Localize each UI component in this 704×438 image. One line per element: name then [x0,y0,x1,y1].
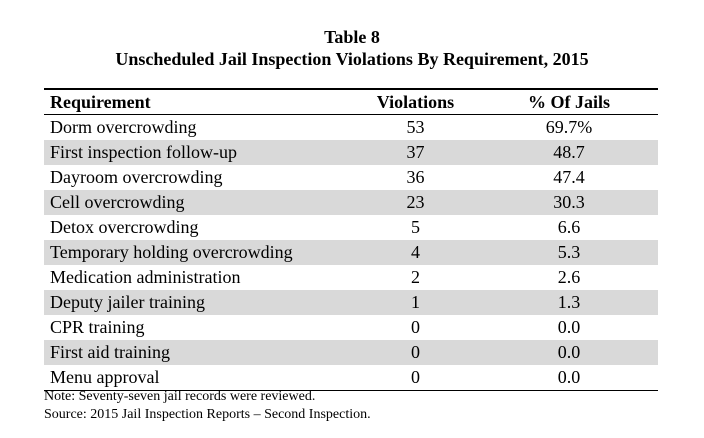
cell-requirement: Temporary holding overcrowding [44,240,351,265]
cell-violations: 23 [350,190,481,215]
cell-percent: 0.0 [480,340,658,365]
source-text: Source: 2015 Jail Inspection Reports – S… [44,407,371,422]
cell-requirement: Menu approval [44,365,351,391]
cell-requirement: Medication administration [50,267,241,287]
cell-percent: 0.0 [557,317,581,337]
header-requirement: Requirement [44,88,351,115]
note-text: Note: Seventy-seven jail records were re… [44,389,316,404]
cell-violations: 0 [350,365,481,391]
cell-violations: 36 [406,167,425,187]
cell-violations: 5 [410,217,420,237]
violations-table: Requirement Violations % Of Jails Dorm o… [44,88,658,391]
cell-percent: 6.6 [557,217,581,237]
cell-percent: 5.3 [480,240,658,265]
cell-requirement: Detox overcrowding [50,217,199,237]
cell-violations: 1 [350,290,481,315]
cell-requirement: Deputy jailer training [44,290,351,315]
table-header: Requirement Violations % Of Jails [44,88,658,115]
cell-requirement: CPR training [50,317,145,337]
cell-violations: 0 [350,340,481,365]
cell-requirement: First inspection follow-up [44,140,351,165]
table-notes: Note: Seventy-seven jail records were re… [44,388,371,424]
table-row: Menu approval 0 0.0 [44,365,658,391]
cell-requirement: Dayroom overcrowding [50,167,223,187]
cell-violations: 37 [350,140,481,165]
cell-percent: 2.6 [557,267,581,287]
table-row: Cell overcrowding 23 30.3 [44,190,658,215]
table-row: First inspection follow-up 37 48.7 [44,140,658,165]
table-body: Dorm overcrowding 53 69.7% First inspection… [44,115,658,391]
cell-requirement: Dorm overcrowding [50,117,197,137]
cell-percent: 30.3 [480,190,658,215]
table-row: Dorm overcrowding 53 69.7% [44,115,658,141]
cell-percent: 1.3 [480,290,658,315]
header-row: Requirement Violations % Of Jails [44,88,658,115]
table-row: Medication administration 2 2.6 [44,265,658,290]
table-title: Unscheduled Jail Inspection Violations B… [115,49,589,69]
cell-requirement: First aid training [44,340,351,365]
cell-violations: 2 [410,267,420,287]
cell-percent: 47.4 [553,167,585,187]
cell-violations: 0 [410,317,420,337]
cell-violations: 4 [350,240,481,265]
cell-percent: 0.0 [480,365,658,391]
cell-requirement: Cell overcrowding [44,190,351,215]
table-row: Detox overcrowding 5 6.6 [44,215,658,240]
table-row: CPR training 0 0.0 [44,315,658,340]
table-number: Table 8 [324,27,380,47]
table-row: First aid training 0 0.0 [44,340,658,365]
table-title-block: Table 8 Unscheduled Jail Inspection Viol… [0,26,704,70]
table-row: Dayroom overcrowding 36 47.4 [44,165,658,190]
cell-violations: 53 [406,117,425,137]
table-row: Temporary holding overcrowding 4 5.3 [44,240,658,265]
header-percent-of-jails: % Of Jails [480,88,658,115]
table-row: Deputy jailer training 1 1.3 [44,290,658,315]
header-violations: Violations [350,88,481,115]
cell-percent: 69.7% [545,117,593,137]
cell-percent: 48.7 [480,140,658,165]
